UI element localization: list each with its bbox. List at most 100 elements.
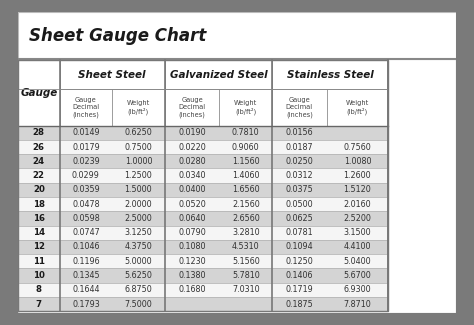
Text: 0.1680: 0.1680 <box>178 285 206 294</box>
Text: 1.5120: 1.5120 <box>344 185 371 194</box>
Text: 1.6560: 1.6560 <box>232 185 260 194</box>
Text: 0.7810: 0.7810 <box>232 128 260 137</box>
Text: Galvanized Steel: Galvanized Steel <box>170 70 267 80</box>
Text: 2.0000: 2.0000 <box>125 200 152 209</box>
Text: 8: 8 <box>36 285 42 294</box>
Text: 0.0625: 0.0625 <box>285 214 313 223</box>
Bar <box>18 268 388 283</box>
Text: 1.2500: 1.2500 <box>125 171 152 180</box>
Text: 0.7500: 0.7500 <box>125 142 152 151</box>
Text: Stainless Steel: Stainless Steel <box>287 70 374 80</box>
Text: 0.0520: 0.0520 <box>178 200 206 209</box>
Bar <box>18 183 388 197</box>
Text: 1.0000: 1.0000 <box>125 157 152 166</box>
Bar <box>272 60 388 89</box>
Text: 0.1230: 0.1230 <box>178 257 206 266</box>
Text: 5.7810: 5.7810 <box>232 271 260 280</box>
Text: 0.0250: 0.0250 <box>285 157 313 166</box>
Bar <box>272 89 327 125</box>
Bar <box>18 283 388 297</box>
Text: Gauge
Decimal
(inches): Gauge Decimal (inches) <box>286 97 313 118</box>
Text: 10: 10 <box>33 271 45 280</box>
Text: 0.7560: 0.7560 <box>344 142 371 151</box>
Text: Weight
(lb/ft²): Weight (lb/ft²) <box>234 100 257 115</box>
Bar <box>18 60 388 311</box>
Text: 0.1094: 0.1094 <box>286 242 313 252</box>
Text: 12: 12 <box>33 242 45 252</box>
Bar <box>327 89 388 125</box>
Text: 14: 14 <box>33 228 45 237</box>
Bar <box>18 168 388 183</box>
Text: 6.9300: 6.9300 <box>344 285 371 294</box>
Bar <box>18 240 388 254</box>
Text: 5.1560: 5.1560 <box>232 257 260 266</box>
Text: 24: 24 <box>33 157 45 166</box>
Text: 0.6250: 0.6250 <box>125 128 152 137</box>
Text: 28: 28 <box>33 128 45 137</box>
Text: Gauge
Decimal
(inches): Gauge Decimal (inches) <box>179 97 206 118</box>
Text: 0.0280: 0.0280 <box>178 157 206 166</box>
Text: 4.5310: 4.5310 <box>232 242 260 252</box>
Bar <box>18 297 388 311</box>
Text: Gauge: Gauge <box>20 88 57 98</box>
Text: Weight
(lb/ft²): Weight (lb/ft²) <box>127 100 150 115</box>
Text: Sheet Steel: Sheet Steel <box>78 70 146 80</box>
Text: 0.9060: 0.9060 <box>232 142 260 151</box>
Text: 2.5200: 2.5200 <box>344 214 372 223</box>
Text: 22: 22 <box>33 171 45 180</box>
Text: 20: 20 <box>33 185 45 194</box>
Text: 0.1080: 0.1080 <box>178 242 206 252</box>
Text: 2.5000: 2.5000 <box>125 214 152 223</box>
Text: 0.0179: 0.0179 <box>72 142 100 151</box>
Text: 0.0375: 0.0375 <box>285 185 313 194</box>
Bar <box>18 226 388 240</box>
Bar <box>18 254 388 268</box>
Bar <box>18 125 388 140</box>
Text: 3.1500: 3.1500 <box>344 228 371 237</box>
Text: 0.0239: 0.0239 <box>72 157 100 166</box>
Text: 18: 18 <box>33 200 45 209</box>
Text: 6.8750: 6.8750 <box>125 285 152 294</box>
Text: Sheet Gauge Chart: Sheet Gauge Chart <box>29 27 206 45</box>
Text: 0.0149: 0.0149 <box>72 128 100 137</box>
Bar <box>112 89 165 125</box>
Text: 0.1196: 0.1196 <box>72 257 100 266</box>
Bar <box>18 12 456 59</box>
Text: 2.6560: 2.6560 <box>232 214 260 223</box>
Text: 4.3750: 4.3750 <box>125 242 152 252</box>
Bar <box>18 154 388 168</box>
Text: 0.1046: 0.1046 <box>72 242 100 252</box>
Text: 5.0400: 5.0400 <box>344 257 371 266</box>
Text: 16: 16 <box>33 214 45 223</box>
Text: 0.1793: 0.1793 <box>72 300 100 308</box>
Text: 0.0312: 0.0312 <box>286 171 313 180</box>
Bar <box>165 89 219 125</box>
Bar <box>60 89 112 125</box>
Text: 3.1250: 3.1250 <box>125 228 152 237</box>
Text: 11: 11 <box>33 257 45 266</box>
Text: 0.0500: 0.0500 <box>286 200 313 209</box>
Text: 4.4100: 4.4100 <box>344 242 371 252</box>
Bar <box>219 89 272 125</box>
Text: 26: 26 <box>33 142 45 151</box>
Text: 0.0478: 0.0478 <box>72 200 100 209</box>
Text: 1.2600: 1.2600 <box>344 171 371 180</box>
Text: 7.0310: 7.0310 <box>232 285 260 294</box>
Text: 0.0400: 0.0400 <box>178 185 206 194</box>
Text: 1.0080: 1.0080 <box>344 157 371 166</box>
Text: 0.0790: 0.0790 <box>178 228 206 237</box>
Text: 0.0340: 0.0340 <box>178 171 206 180</box>
Text: 0.0598: 0.0598 <box>72 214 100 223</box>
Bar <box>18 211 388 226</box>
Text: 1.1560: 1.1560 <box>232 157 260 166</box>
Text: 0.0640: 0.0640 <box>178 214 206 223</box>
Text: 0.1345: 0.1345 <box>72 271 100 280</box>
Text: 0.1644: 0.1644 <box>72 285 100 294</box>
Bar <box>18 140 388 154</box>
Text: 5.0000: 5.0000 <box>125 257 152 266</box>
Bar <box>60 60 165 89</box>
Text: 1.5000: 1.5000 <box>125 185 152 194</box>
Text: 0.0781: 0.0781 <box>286 228 313 237</box>
Text: 0.0359: 0.0359 <box>72 185 100 194</box>
Text: 0.0190: 0.0190 <box>178 128 206 137</box>
